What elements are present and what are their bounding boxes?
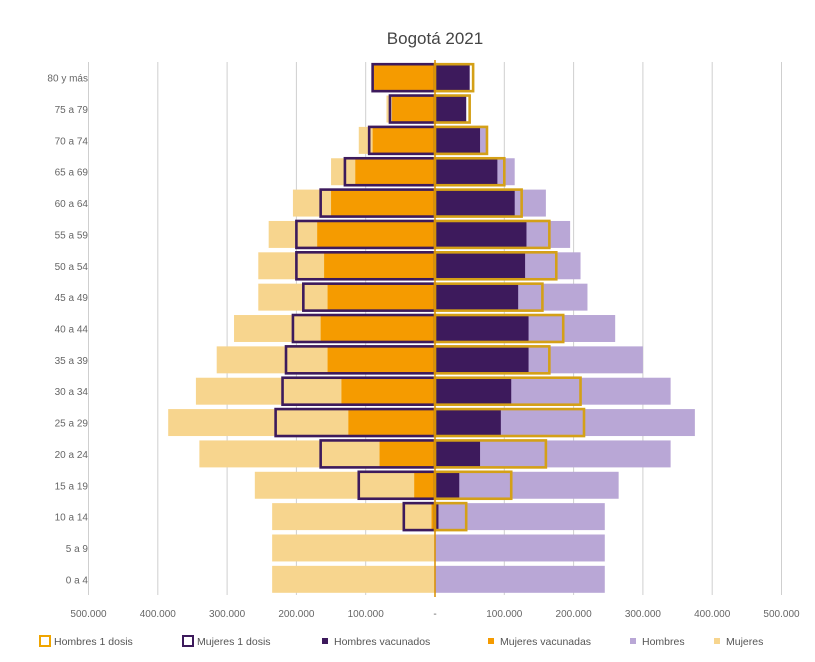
bar-hombres-vacunados: [435, 64, 470, 92]
legend-swatch: [39, 635, 51, 647]
y-tick-label: 50 a 54: [55, 262, 89, 273]
bar-hombres: [435, 503, 605, 531]
legend-label: Hombres 1 dosis: [54, 636, 133, 648]
bar-mujeres-vacunadas: [355, 158, 435, 186]
bar-mujeres-vacunadas: [341, 377, 435, 405]
y-tick-label: 75 a 79: [55, 105, 89, 116]
y-tick-label: 30 a 34: [55, 387, 89, 398]
bar-mujeres-vacunadas: [320, 315, 435, 342]
y-axis-labels: 0 a 4 5 a 9 10 a 14 15 a 19 20 a 24 25 a 29 30…: [47, 74, 88, 587]
legend-swatch: [322, 638, 328, 644]
bar-mujeres-vacunadas: [348, 409, 435, 437]
bar-hombres-vacunados: [435, 377, 512, 405]
y-tick-label: 10 a 14: [55, 513, 89, 524]
bar-hombres: [435, 471, 619, 499]
bar-mujeres-vacunadas: [414, 471, 435, 499]
bar-hombres-vacunados: [435, 409, 501, 437]
legend-swatch: [182, 635, 194, 647]
legend-swatch: [488, 638, 494, 644]
y-tick-label: 15 a 19: [55, 481, 89, 492]
bar-mujeres-vacunadas: [392, 95, 435, 123]
bar-mujeres-vacunadas: [379, 440, 435, 468]
y-tick-label: 45 a 49: [55, 293, 89, 304]
x-tick-label: 300.000: [625, 609, 662, 620]
bar-hombres-vacunados: [435, 252, 526, 280]
x-tick-label: 500.000: [763, 609, 800, 620]
bar-mujeres-vacunadas: [331, 189, 435, 217]
y-tick-label: 40 a 44: [55, 325, 89, 336]
x-tick-label: -: [433, 609, 436, 620]
x-axis-labels: 500.000 400.000 300.000 200.000 100.000 - 100.…: [70, 609, 800, 620]
y-tick-label: 25 a 29: [55, 419, 89, 430]
x-tick-label: 100.000: [486, 609, 523, 620]
bar-mujeres-vacunadas: [327, 346, 435, 374]
bar-hombres-vacunados: [435, 471, 460, 499]
x-tick-label: 400.000: [140, 609, 177, 620]
bar-mujeres: [272, 534, 435, 562]
legend-label: Mujeres vacunadas: [500, 636, 591, 648]
x-tick-label: 400.000: [694, 609, 731, 620]
bar-hombres-vacunados: [435, 503, 439, 531]
y-tick-label: 0 a 4: [66, 575, 89, 586]
y-tick-label: 55 a 59: [55, 230, 89, 241]
bar-hombres-vacunados: [435, 220, 527, 248]
legend-swatch: [714, 638, 720, 644]
bar-mujeres-vacunadas: [317, 220, 435, 248]
bar-hombres: [435, 534, 605, 562]
bar-mujeres: [272, 565, 435, 593]
bar-hombres: [435, 565, 605, 593]
bar-hombres-vacunados: [435, 158, 498, 186]
x-tick-label: 100.000: [348, 609, 385, 620]
y-tick-label: 5 a 9: [66, 544, 89, 555]
legend-swatch: [630, 638, 636, 644]
legend-label: Mujeres: [726, 636, 763, 648]
y-tick-label: 65 a 69: [55, 168, 89, 179]
bar-mujeres-vacunadas: [327, 283, 435, 311]
legend-label: Mujeres 1 dosis: [197, 636, 271, 648]
bar-mujeres-vacunadas: [374, 64, 435, 92]
bar-mujeres: [254, 471, 435, 499]
bar-hombres-vacunados: [435, 126, 481, 154]
legend-label: Hombres vacunados: [334, 636, 430, 648]
x-tick-label: 300.000: [209, 609, 246, 620]
bar-mujeres-vacunadas: [324, 252, 435, 280]
legend-label: Hombres: [642, 636, 685, 648]
bar-hombres-vacunados: [435, 440, 481, 468]
bar-hombres-vacunados: [435, 95, 467, 123]
y-tick-label: 70 a 74: [55, 136, 89, 147]
x-tick-label: 200.000: [556, 609, 593, 620]
chart-title: Bogotá 2021: [387, 29, 483, 48]
bar-hombres-vacunados: [435, 189, 515, 217]
bar-hombres-vacunados: [435, 346, 529, 374]
bar-hombres-vacunados: [435, 283, 519, 311]
bar-mujeres-vacunadas: [431, 503, 435, 531]
x-tick-label: 500.000: [70, 609, 107, 620]
bar-mujeres: [272, 503, 435, 531]
bar-mujeres-vacunadas: [372, 126, 435, 154]
y-tick-label: 20 a 24: [55, 450, 89, 461]
y-tick-label: 60 a 64: [55, 199, 89, 210]
y-tick-label: 80 y más: [47, 74, 88, 85]
bars: [168, 60, 695, 597]
x-tick-label: 200.000: [278, 609, 315, 620]
legend: Hombres 1 dosis Mujeres 1 dosis Hombres va…: [39, 635, 763, 648]
y-tick-label: 35 a 39: [55, 356, 89, 367]
bar-hombres-vacunados: [435, 315, 529, 342]
